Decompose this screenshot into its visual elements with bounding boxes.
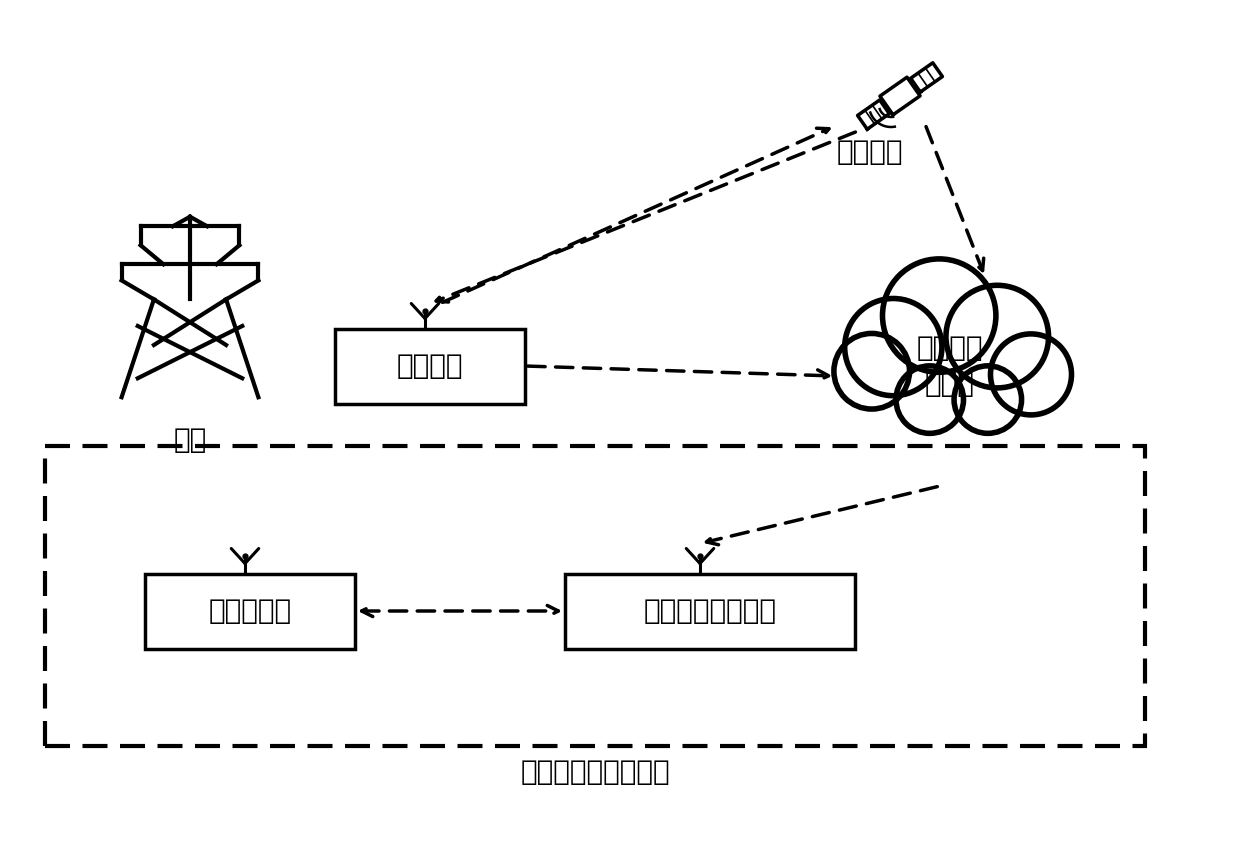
Circle shape (844, 299, 942, 396)
Text: 供电公司输电所基地: 供电公司输电所基地 (521, 758, 670, 786)
Text: 北斗卫星: 北斗卫星 (837, 138, 903, 166)
Text: 地线管理系统主机: 地线管理系统主机 (644, 597, 776, 625)
FancyBboxPatch shape (335, 328, 525, 404)
Text: 智能地线柜: 智能地线柜 (208, 597, 291, 625)
Circle shape (835, 333, 909, 409)
Circle shape (897, 365, 963, 433)
Text: 手持设备: 手持设备 (397, 352, 464, 380)
Circle shape (946, 285, 1049, 388)
Text: 公共无线
通信网: 公共无线 通信网 (916, 333, 983, 398)
Circle shape (883, 259, 996, 372)
FancyBboxPatch shape (45, 446, 1145, 746)
Circle shape (954, 365, 1022, 433)
Text: 杆塔: 杆塔 (174, 426, 207, 454)
FancyBboxPatch shape (565, 574, 856, 649)
FancyBboxPatch shape (145, 574, 355, 649)
Circle shape (991, 334, 1071, 415)
